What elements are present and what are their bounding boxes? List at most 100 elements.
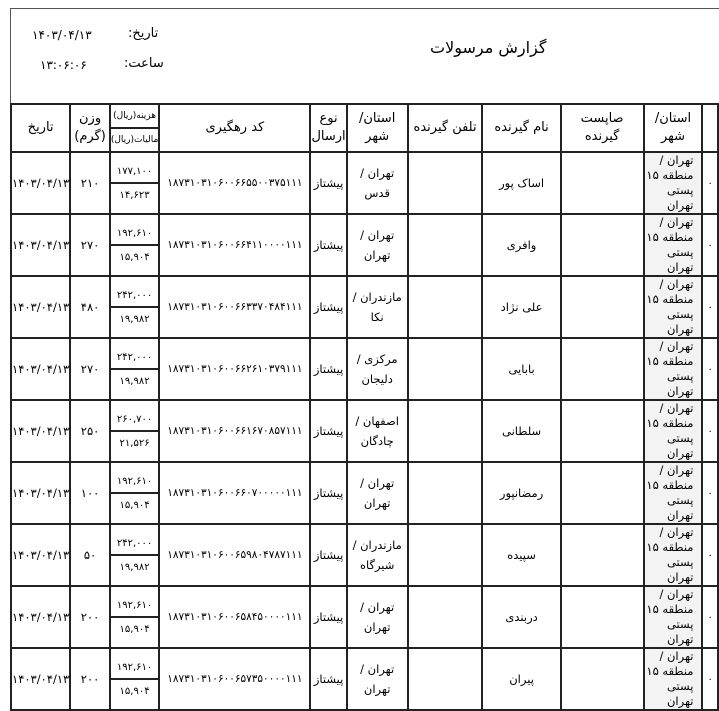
cost-tax-cell: ۱۹۲,۶۱۰ ۱۵,۹۰۴ xyxy=(108,647,161,711)
destination-cell: تهران / تهران xyxy=(345,213,409,277)
date-cell: ۱۴۰۳/۰۴/۱۳ xyxy=(9,585,72,649)
origin-cell: تهران / منطقه ۱۵ پستی تهران xyxy=(642,399,704,463)
weight-cell: ۲۷۰ xyxy=(69,213,111,277)
cost-tax-cell: ۲۴۲,۰۰۰ ۱۹,۹۸۲ xyxy=(108,523,161,587)
tracking-code-cell: ۱۸۷۳۱۰۳۱۰۶۰۰۶۶۳۳۷۰۴۸۴۱۱۱ xyxy=(158,275,312,339)
header-row: استان/ شهر صاپست گیرنده نام گیرنده تلفن … xyxy=(9,103,719,153)
time-value: ۱۳:۰۶:۰۶ xyxy=(40,58,87,72)
cost-tax-cell: ۲۴۲,۰۰۰ ۱۹,۹۸۲ xyxy=(108,275,161,339)
postal-code-cell xyxy=(559,213,645,277)
col-date: تاریخ xyxy=(9,103,72,153)
destination-cell: اصفهان / چادگان xyxy=(345,399,409,463)
cost-tax-cell: ۱۷۷,۱۰۰ ۱۴,۶۲۳ xyxy=(108,151,161,215)
col-cost-tax: هزینه(ریال) مالیات(ریال) xyxy=(108,103,161,153)
receiver-phone-cell xyxy=(406,213,484,277)
receiver-phone-cell xyxy=(406,275,484,339)
destination-cell: تهران / تهران xyxy=(345,647,409,711)
tax-value: ۱۹,۹۸۲ xyxy=(111,554,158,578)
receiver-name-cell: سلطانی xyxy=(481,399,562,463)
row-index: ۰ xyxy=(701,647,719,711)
date-value: ۱۴۰۳/۰۴/۱۳ xyxy=(32,28,92,42)
cost-value: ۱۹۲,۶۱۰ xyxy=(116,227,153,239)
weight-cell: ۲۰۰ xyxy=(69,647,111,711)
tracking-code-cell: ۱۸۷۳۱۰۳۱۰۶۰۰۶۵۹۸۰۴۷۸۷۱۱۱ xyxy=(158,523,312,587)
origin-cell: تهران / منطقه ۱۵ پستی تهران xyxy=(642,585,704,649)
cost-tax-cell: ۱۹۲,۶۱۰ ۱۵,۹۰۴ xyxy=(108,585,161,649)
tracking-code-cell: ۱۸۷۳۱۰۳۱۰۶۰۰۶۵۸۴۵۰۰۰۰۱۱۱ xyxy=(158,585,312,649)
receiver-phone-cell xyxy=(406,151,484,215)
shipments-table: استان/ شهر صاپست گیرنده نام گیرنده تلفن … xyxy=(9,103,719,711)
col-origin: استان/ شهر xyxy=(642,103,704,153)
cost-tax-cell: ۱۹۲,۶۱۰ ۱۵,۹۰۴ xyxy=(108,461,161,525)
send-type-cell: پیشتاز xyxy=(309,151,348,215)
date-cell: ۱۴۰۳/۰۴/۱۳ xyxy=(9,647,72,711)
tax-value: ۱۴,۶۲۳ xyxy=(111,182,158,206)
table-row: ۰ تهران / منطقه ۱۵ پستی تهران سپیده مازندرا… xyxy=(9,523,719,587)
cost-value: ۲۴۲,۰۰۰ xyxy=(116,537,153,549)
date-cell: ۱۴۰۳/۰۴/۱۳ xyxy=(9,337,72,401)
destination-cell: مازندران / شیرگاه xyxy=(345,523,409,587)
table-row: ۰ تهران / منطقه ۱۵ پستی تهران دربندی تهران … xyxy=(9,585,719,649)
origin-cell: تهران / منطقه ۱۵ پستی تهران xyxy=(642,461,704,525)
destination-cell: مرکزی / دلیجان xyxy=(345,337,409,401)
row-index: ۰ xyxy=(701,523,719,587)
receiver-name-cell: اساک پور xyxy=(481,151,562,215)
cost-value: ۲۶۰,۷۰۰ xyxy=(116,413,153,425)
destination-cell: مازندران / نکا xyxy=(345,275,409,339)
tax-value: ۲۱,۵۲۶ xyxy=(111,430,158,454)
weight-cell: ۲۱۰ xyxy=(69,151,111,215)
col-send-type: نوع ارسال xyxy=(309,103,348,153)
receiver-phone-cell xyxy=(406,461,484,525)
destination-cell: تهران / قدس xyxy=(345,151,409,215)
table-row: ۰ تهران / منطقه ۱۵ پستی تهران پیران تهران /… xyxy=(9,647,719,711)
row-index: ۰ xyxy=(701,461,719,525)
table-row: ۰ تهران / منطقه ۱۵ پستی تهران رمضانپور تهرا… xyxy=(9,461,719,525)
time-label: ساعت: xyxy=(124,56,164,71)
send-type-cell: پیشتاز xyxy=(309,275,348,339)
send-type-cell: پیشتاز xyxy=(309,461,348,525)
cost-value: ۱۹۲,۶۱۰ xyxy=(116,661,153,673)
weight-cell: ۱۰۰ xyxy=(69,461,111,525)
date-label: تاریخ: xyxy=(128,26,159,41)
receiver-phone-cell xyxy=(406,337,484,401)
receiver-name-cell: بابایی xyxy=(481,337,562,401)
report-title: گزارش مرسولات xyxy=(430,38,547,57)
cost-value: ۱۹۲,۶۱۰ xyxy=(116,599,153,611)
send-type-cell: پیشتاز xyxy=(309,585,348,649)
origin-cell: تهران / منطقه ۱۵ پستی تهران xyxy=(642,275,704,339)
date-cell: ۱۴۰۳/۰۴/۱۳ xyxy=(9,523,72,587)
cost-value: ۱۹۲,۶۱۰ xyxy=(116,475,153,487)
send-type-cell: پیشتاز xyxy=(309,399,348,463)
row-index: ۰ xyxy=(701,399,719,463)
postal-code-cell xyxy=(559,647,645,711)
tax-value: ۱۵,۹۰۴ xyxy=(111,244,158,268)
weight-cell: ۵۰ xyxy=(69,523,111,587)
cost-value: ۱۷۷,۱۰۰ xyxy=(116,165,153,177)
weight-cell: ۴۸۰ xyxy=(69,275,111,339)
date-cell: ۱۴۰۳/۰۴/۱۳ xyxy=(9,151,72,215)
col-weight: وزن (گرم) xyxy=(69,103,111,153)
postal-code-cell xyxy=(559,275,645,339)
tax-value: ۱۹,۹۸۲ xyxy=(111,306,158,330)
row-index: ۰ xyxy=(701,213,719,277)
origin-cell: تهران / منطقه ۱۵ پستی تهران xyxy=(642,337,704,401)
tax-value: ۱۹,۹۸۲ xyxy=(111,368,158,392)
receiver-name-cell: علی نژاد xyxy=(481,275,562,339)
table-row: ۰ تهران / منطقه ۱۵ پستی تهران بابایی مرکزی … xyxy=(9,337,719,401)
date-cell: ۱۴۰۳/۰۴/۱۳ xyxy=(9,213,72,277)
col-destination: استان/ شهر xyxy=(345,103,409,153)
send-type-cell: پیشتاز xyxy=(309,647,348,711)
weight-cell: ۲۷۰ xyxy=(69,337,111,401)
postal-code-cell xyxy=(559,337,645,401)
col-cost: هزینه(ریال) xyxy=(113,111,157,121)
receiver-phone-cell xyxy=(406,647,484,711)
origin-cell: تهران / منطقه ۱۵ پستی تهران xyxy=(642,213,704,277)
cost-value: ۲۴۲,۰۰۰ xyxy=(116,289,153,301)
receiver-phone-cell xyxy=(406,585,484,649)
tax-value: ۱۵,۹۰۴ xyxy=(111,678,158,702)
col-tracking-code: کد رهگیری xyxy=(158,103,312,153)
row-index: ۰ xyxy=(701,585,719,649)
row-index: ۰ xyxy=(701,275,719,339)
tracking-code-cell: ۱۸۷۳۱۰۳۱۰۶۰۰۶۶۴۱۱۰۰۰۰۱۱۱ xyxy=(158,213,312,277)
cost-tax-cell: ۲۴۲,۰۰۰ ۱۹,۹۸۲ xyxy=(108,337,161,401)
